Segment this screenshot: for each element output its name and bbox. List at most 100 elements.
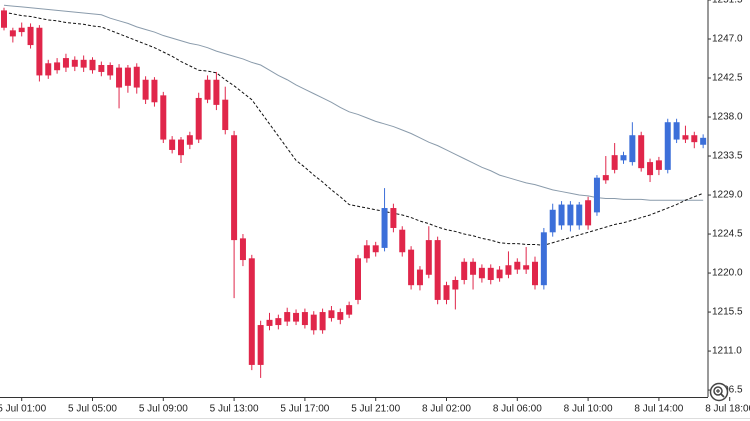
candle-body [319, 312, 326, 331]
zoom-button[interactable] [709, 382, 729, 402]
y-tick-label: 1215.5 [712, 307, 743, 318]
y-tick-label: 1211.0 [712, 346, 742, 357]
candle-body [408, 249, 415, 286]
x-tick-label: 8 Jul 18:00 [705, 404, 750, 415]
candle-body [178, 139, 184, 156]
candle-body [700, 137, 707, 145]
candle-body [523, 265, 530, 270]
candle-body [620, 155, 627, 161]
y-tick-label: 1238.0 [712, 112, 743, 123]
candle-body [673, 122, 680, 140]
candle-body [133, 66, 140, 88]
candle-body [310, 314, 317, 331]
candle-body [239, 238, 246, 261]
x-tick-label: 8 Jul 14:00 [634, 404, 683, 415]
candle-body [478, 267, 485, 279]
y-tick-label: 1224.5 [712, 229, 743, 240]
candle-body [337, 312, 344, 320]
candle-body [496, 269, 503, 279]
candle-body [691, 135, 698, 143]
x-tick-label: 5 Jul 17:00 [280, 404, 329, 415]
x-tick-label: 8 Jul 06:00 [493, 404, 542, 415]
candle-body [585, 200, 592, 226]
candle-body [89, 59, 96, 71]
candle-body [116, 67, 123, 88]
y-tick-label: 1229.0 [712, 190, 743, 201]
candle-body [487, 267, 494, 280]
candle-body [372, 245, 379, 253]
candle-body [682, 135, 689, 140]
candle-body [381, 208, 388, 248]
candle-body [71, 59, 78, 67]
candle-body [204, 79, 211, 100]
candle-body [151, 79, 158, 103]
candle-body [549, 209, 556, 233]
candle-body [36, 27, 43, 76]
y-tick-label: 1251.5 [712, 0, 743, 6]
candle-body [222, 99, 229, 131]
candle-body [186, 135, 193, 145]
candle-body [275, 318, 282, 326]
candle-body [558, 204, 565, 226]
x-tick-label: 5 Jul 09:00 [139, 404, 188, 415]
x-tick-label: 5 Jul 13:00 [210, 404, 259, 415]
candle-body [425, 240, 432, 275]
moving-average-line [3, 4, 704, 201]
candle-body [593, 177, 600, 213]
candle-body [54, 62, 61, 71]
candle-body [655, 160, 662, 170]
candle-body [293, 312, 300, 322]
x-tick-label: 8 Jul 10:00 [564, 404, 613, 415]
candle-body [638, 135, 645, 169]
candle-body [629, 135, 636, 163]
candle-body [514, 261, 521, 270]
candle-body [248, 258, 255, 365]
candle-body [142, 79, 149, 100]
candle-body [434, 240, 441, 300]
candle-body [390, 208, 397, 228]
candle-body [328, 310, 335, 319]
x-tick-label: 8 Jul 02:00 [422, 404, 471, 415]
candle-body [505, 265, 512, 275]
candle-body [647, 162, 654, 176]
x-tick-label: 5 Jul 05:00 [68, 404, 117, 415]
candle-body [124, 67, 131, 86]
candle-body [363, 245, 370, 259]
x-tick-label: 5 Jul 21:00 [351, 404, 400, 415]
y-tick-label: 1247.0 [712, 34, 743, 45]
candle-body [160, 95, 167, 140]
y-tick-label: 1242.5 [712, 73, 743, 84]
candle-body [284, 312, 291, 322]
candle-body [169, 139, 176, 150]
candle-body [452, 279, 459, 290]
candle-body [257, 325, 264, 365]
candle-body [611, 155, 618, 170]
candle-body [461, 261, 468, 280]
candle-body [107, 65, 114, 76]
y-tick-label: 1220.0 [712, 268, 743, 279]
candle-body [346, 305, 353, 315]
candle-body [1, 10, 7, 28]
candle-body [470, 261, 477, 275]
candle-body [602, 175, 609, 181]
candle-body [664, 122, 671, 170]
zoom-handle [720, 393, 725, 398]
candle-body [231, 135, 238, 241]
candle-body [45, 63, 52, 76]
candle-body [9, 30, 16, 37]
candle-body [416, 269, 423, 286]
zoom-lens [713, 386, 723, 396]
candle-body [399, 229, 406, 253]
candle-body [443, 285, 450, 300]
candle-body [195, 97, 202, 140]
candle-body [266, 319, 273, 326]
candle-body [576, 204, 583, 226]
candle-body [27, 26, 34, 46]
candle-body [18, 27, 25, 33]
candle-body [213, 79, 220, 105]
candle-body [532, 261, 538, 286]
candle-body [301, 312, 308, 326]
